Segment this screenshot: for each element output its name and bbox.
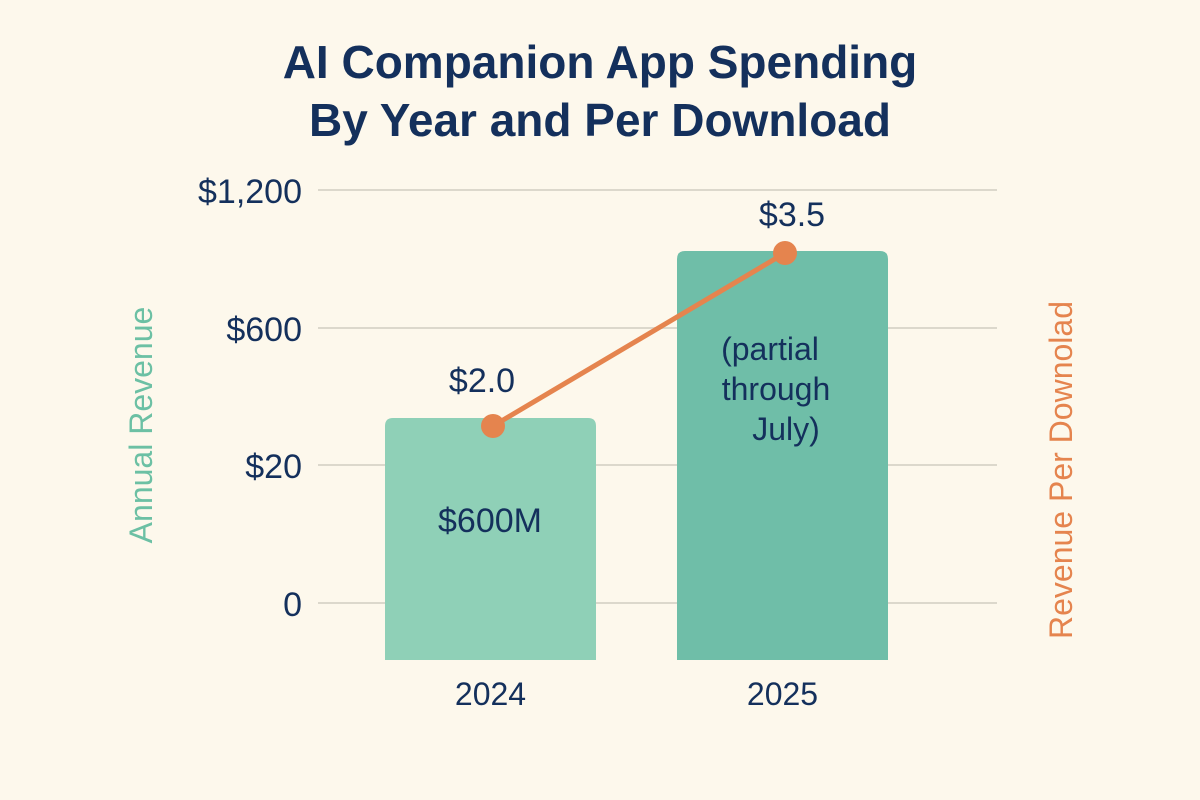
line-label-2025: $3.5 [759,196,825,234]
bar-label-line: (partial [721,331,819,367]
chart-title-line-1: AI Companion App Spending [282,36,918,88]
line-revenue-per-download [490,250,788,429]
bar-2024 [385,418,596,660]
x-tick-label: 2024 [455,676,526,712]
y-tick-label: $600 [226,311,302,349]
y-tick-label: $20 [245,448,302,486]
y-axis-title-left: Annual Revenue [123,307,159,544]
bar-label-line: July) [752,411,820,447]
chart-title-line-2: By Year and Per Download [308,94,891,146]
bar-label-line: through [722,371,831,407]
y-axis-title-right: Revenue Per Downolad [1043,301,1079,639]
x-tick-label: 2025 [747,676,818,712]
y-tick-label: $1,200 [198,173,302,211]
bar-label-2025: (partial through July) [721,331,830,447]
line-point-2025 [773,241,797,265]
y-tick-label: 0 [283,586,302,624]
line-label-2024: $2.0 [449,362,515,400]
bar-2025 [677,251,888,660]
line-point-2024 [481,414,505,438]
bar-label-2024: $600M [438,502,542,540]
